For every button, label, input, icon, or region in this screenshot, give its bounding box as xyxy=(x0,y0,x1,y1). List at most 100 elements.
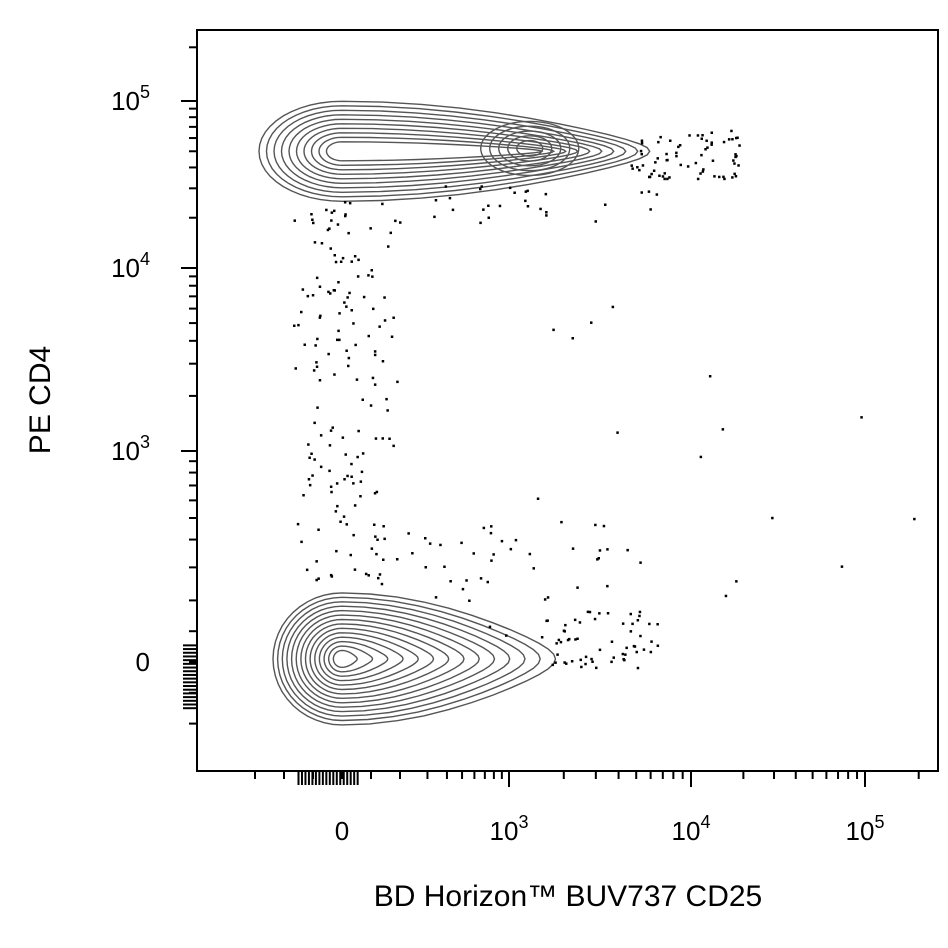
event-dot xyxy=(374,535,377,538)
event-dot xyxy=(556,653,559,656)
event-dot xyxy=(328,469,331,473)
event-dot xyxy=(640,191,643,194)
event-dot xyxy=(665,152,668,156)
event-dot xyxy=(396,558,399,561)
event-dot xyxy=(610,660,613,664)
event-dot xyxy=(367,334,370,338)
event-dot xyxy=(333,254,336,257)
contour-line xyxy=(290,609,496,708)
event-dot xyxy=(316,337,319,341)
dot-layer xyxy=(293,129,916,670)
x-axis-ticks xyxy=(254,771,920,787)
event-dot xyxy=(330,490,333,494)
event-dot xyxy=(317,528,320,531)
event-dot xyxy=(465,579,468,582)
contour-line xyxy=(288,118,603,185)
event-dot xyxy=(602,524,606,528)
event-dot xyxy=(640,142,644,145)
event-dot xyxy=(631,622,634,626)
event-dot xyxy=(367,274,370,277)
event-dot xyxy=(606,584,609,588)
event-dot xyxy=(434,596,438,599)
contour-line xyxy=(304,623,450,695)
event-dot xyxy=(487,216,490,219)
event-dot xyxy=(545,211,548,214)
event-dot xyxy=(439,543,442,547)
event-dot xyxy=(540,636,544,639)
event-dot xyxy=(318,316,322,319)
event-dot xyxy=(482,526,486,530)
event-dot xyxy=(328,227,331,230)
event-dot xyxy=(576,637,579,640)
event-dot xyxy=(444,185,448,188)
event-dot xyxy=(472,552,475,555)
event-dot xyxy=(656,644,660,647)
contour-line xyxy=(480,120,580,177)
event-dot xyxy=(428,542,432,545)
event-dot xyxy=(374,437,378,440)
event-dot xyxy=(488,625,492,629)
event-dot xyxy=(329,247,332,250)
event-dot xyxy=(514,538,518,542)
event-dot xyxy=(554,661,557,664)
event-dot xyxy=(339,520,342,523)
event-dot xyxy=(500,539,504,543)
event-dot xyxy=(311,294,315,297)
event-dot xyxy=(679,163,682,167)
event-dot xyxy=(771,516,774,520)
event-dot xyxy=(649,208,652,211)
event-dot xyxy=(612,656,615,659)
event-dot xyxy=(704,148,707,151)
event-dot xyxy=(479,221,482,225)
event-dot xyxy=(333,209,336,213)
x-tick-label-base: 10 xyxy=(672,816,701,846)
contour-line xyxy=(310,132,567,171)
y-tick-label: 104 xyxy=(111,249,150,283)
event-dot xyxy=(482,208,485,211)
event-dot xyxy=(711,159,715,162)
event-dot xyxy=(641,164,645,167)
event-dot xyxy=(385,397,388,401)
event-dot xyxy=(350,462,353,466)
event-dot xyxy=(640,139,644,142)
event-dot xyxy=(539,207,542,211)
event-dot xyxy=(479,187,482,191)
contour-line xyxy=(303,127,579,176)
event-dot xyxy=(584,662,587,666)
event-dot xyxy=(387,245,390,248)
event-dot xyxy=(307,478,311,481)
event-dot xyxy=(560,520,563,524)
event-dot xyxy=(606,548,609,551)
event-dot xyxy=(316,406,319,409)
event-dot xyxy=(735,580,738,583)
event-dot xyxy=(625,646,628,650)
event-dot xyxy=(526,205,530,208)
event-dot xyxy=(657,140,660,144)
event-dot xyxy=(320,242,324,245)
event-dot xyxy=(373,383,377,386)
event-dot xyxy=(360,470,364,474)
event-dot xyxy=(668,176,671,179)
event-dot xyxy=(545,214,548,217)
event-dot xyxy=(350,260,353,263)
y-tick-label-base: 10 xyxy=(111,86,140,116)
contour-line xyxy=(498,130,562,167)
event-dot xyxy=(411,552,414,555)
event-dot xyxy=(663,172,666,175)
event-dot xyxy=(333,373,336,376)
event-dot xyxy=(329,292,332,295)
event-dot xyxy=(636,619,640,622)
event-dot xyxy=(650,172,653,176)
event-dot xyxy=(659,135,662,139)
event-dot xyxy=(327,290,330,294)
event-dot xyxy=(434,199,438,202)
event-dot xyxy=(573,618,577,622)
event-dot xyxy=(663,177,666,181)
event-dot xyxy=(524,199,527,203)
event-dot xyxy=(604,203,607,206)
y-tick-label: 103 xyxy=(111,432,150,466)
event-dot xyxy=(557,638,561,642)
event-dot xyxy=(319,434,323,437)
event-dot xyxy=(713,175,716,178)
event-dot xyxy=(318,379,322,382)
